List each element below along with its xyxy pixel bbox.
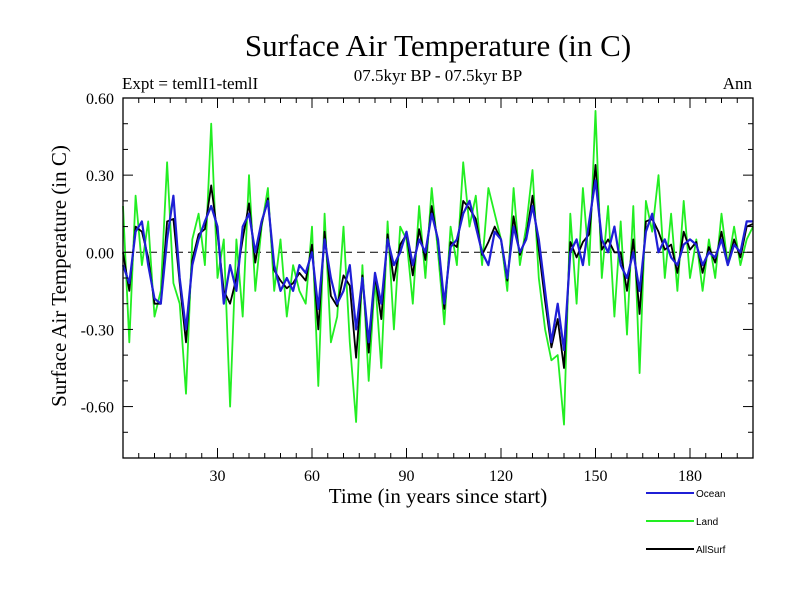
x-tick-label: 180 <box>678 468 702 485</box>
x-tick-label: 150 <box>584 468 608 485</box>
period-label: Ann <box>723 74 753 93</box>
x-tick-label: 120 <box>489 468 513 485</box>
chart-subtitle: 07.5kyr BP - 07.5kyr BP <box>354 66 522 85</box>
legend-label-ocean: Ocean <box>696 489 725 500</box>
x-tick-label: 30 <box>210 468 226 485</box>
y-tick-label: -0.60 <box>81 400 114 417</box>
y-tick-label: 0.30 <box>86 168 114 185</box>
x-axis-label: Time (in years since start) <box>329 484 548 508</box>
plot-frame <box>122 97 754 459</box>
experiment-label: Expt = temlI1-temlI <box>122 74 258 93</box>
y-tick-label: -0.30 <box>81 322 114 339</box>
legend: Ocean Land AllSurf <box>646 489 726 556</box>
axis-ticks: 30 60 90 120 150 180 0.60 0.30 0.00 -0.30 -0.60 <box>81 91 753 485</box>
y-tick-label: 0.00 <box>86 245 114 262</box>
y-axis-label: Surface Air Temperature (in C) <box>47 145 71 407</box>
legend-label-allsurf: AllSurf <box>696 545 726 556</box>
x-tick-label: 90 <box>399 468 415 485</box>
chart-title: Surface Air Temperature (in C) <box>245 28 631 63</box>
legend-label-land: Land <box>696 517 718 528</box>
series-line-ocean <box>121 179 753 352</box>
x-tick-label: 60 <box>304 468 320 485</box>
y-tick-label: 0.60 <box>86 91 114 108</box>
series-line-land <box>122 110 754 426</box>
series-layer <box>121 110 754 426</box>
